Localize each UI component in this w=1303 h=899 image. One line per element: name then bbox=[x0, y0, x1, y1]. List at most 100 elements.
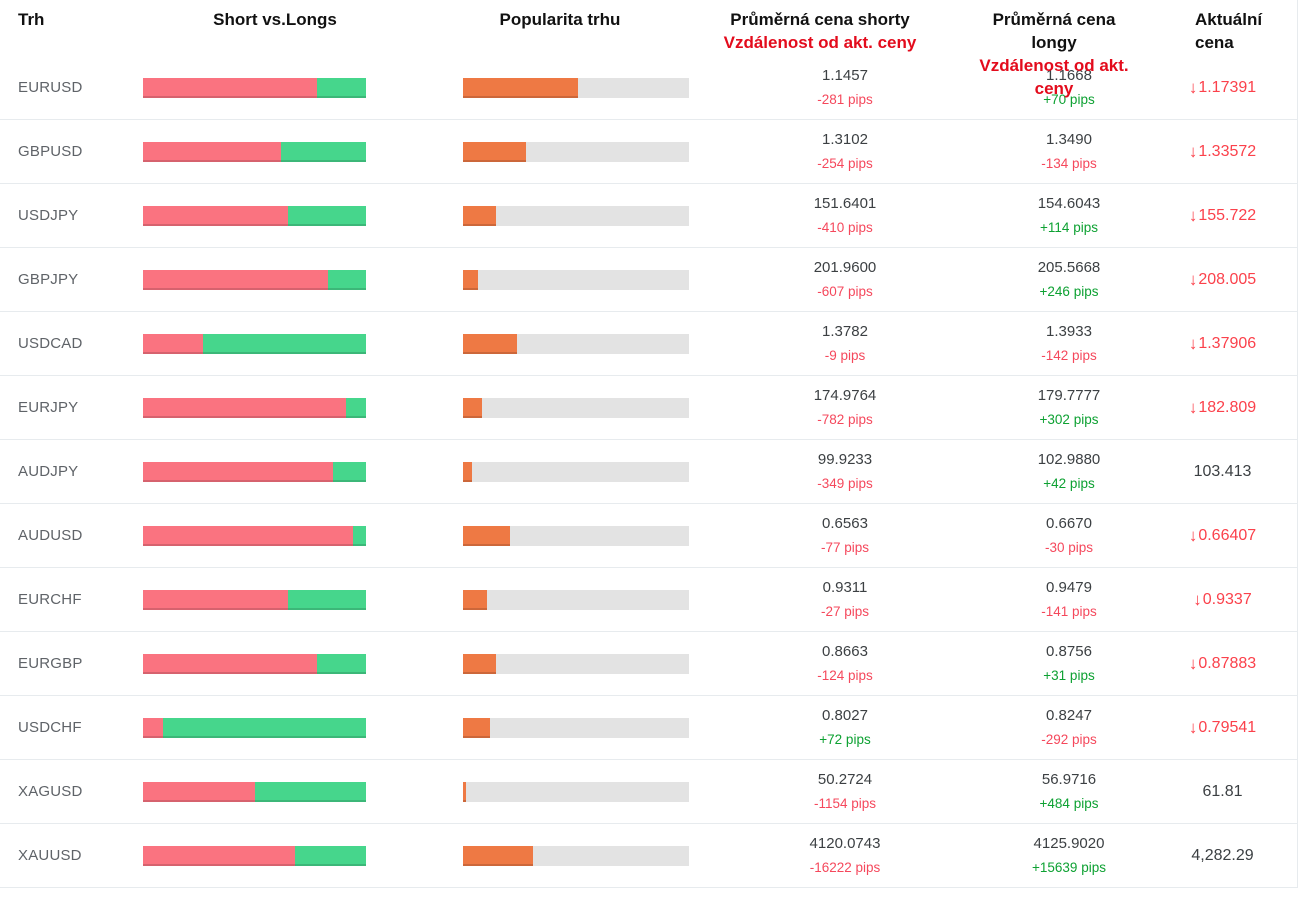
short-price-value: 0.8027 bbox=[822, 707, 868, 724]
short-price-value: 201.9600 bbox=[813, 259, 877, 276]
popularity-track bbox=[463, 717, 689, 738]
short-distance-pips: -281 pips bbox=[817, 92, 873, 107]
market-name: XAUUSD bbox=[18, 847, 82, 864]
short-distance-pips: -349 pips bbox=[817, 476, 873, 491]
down-arrow-icon: ↓ bbox=[1188, 205, 1198, 225]
avg-short-price-cell: 99.9233 -349 pips bbox=[700, 449, 990, 494]
short-price-value: 151.6401 bbox=[813, 195, 877, 212]
current-price-value: 0.79541 bbox=[1198, 718, 1257, 736]
short-distance-pips: -254 pips bbox=[817, 156, 873, 171]
short-distance-pips: -77 pips bbox=[820, 540, 870, 555]
long-distance-pips: +302 pips bbox=[1039, 412, 1099, 427]
short-vs-longs-cell bbox=[130, 653, 420, 674]
current-price-cell: ↓ 182.809 bbox=[1148, 398, 1297, 418]
current-price-value: 1.17391 bbox=[1198, 78, 1257, 96]
popularity-cell bbox=[420, 461, 700, 482]
longs-segment bbox=[281, 141, 366, 162]
long-distance-pips: +484 pips bbox=[1039, 796, 1099, 811]
shorts-segment bbox=[143, 589, 288, 610]
short-vs-longs-bar bbox=[143, 717, 366, 738]
down-arrow-icon: ↓ bbox=[1188, 333, 1198, 353]
short-vs-longs-bar bbox=[143, 653, 366, 674]
shorts-segment bbox=[143, 781, 255, 802]
popularity-cell bbox=[420, 269, 700, 290]
column-header-market: Trh bbox=[18, 10, 45, 29]
current-price-cell: ↓ 1.17391 bbox=[1148, 78, 1297, 98]
popularity-fill bbox=[463, 461, 473, 482]
short-vs-longs-cell bbox=[130, 77, 420, 98]
current-price-cell: ↓ 0.79541 bbox=[1148, 718, 1297, 738]
popularity-fill bbox=[463, 845, 534, 866]
popularity-track bbox=[463, 525, 689, 546]
popularity-track bbox=[463, 333, 689, 354]
popularity-track bbox=[463, 141, 689, 162]
avg-long-price-cell: 4125.9020 +15639 pips bbox=[990, 833, 1148, 878]
short-vs-longs-bar bbox=[143, 845, 366, 866]
market-name: AUDJPY bbox=[18, 463, 79, 480]
short-vs-longs-cell bbox=[130, 461, 420, 482]
current-price-value: 182.809 bbox=[1198, 398, 1257, 416]
popularity-cell bbox=[420, 717, 700, 738]
avg-short-price-cell: 0.9311 -27 pips bbox=[700, 577, 990, 622]
popularity-fill bbox=[463, 653, 496, 674]
short-vs-longs-cell bbox=[130, 205, 420, 226]
popularity-fill bbox=[463, 781, 466, 802]
table-row: USDCHF 0.8027 +72 pips 0.8247 -292 pips … bbox=[0, 696, 1297, 760]
avg-short-subtitle: Vzdálenost od akt. ceny bbox=[723, 33, 917, 52]
long-distance-pips: -134 pips bbox=[1041, 156, 1097, 171]
table-header: Trh Short vs.Longs Popularita trhu Průmě… bbox=[0, 0, 1297, 98]
avg-short-price-cell: 4120.0743 -16222 pips bbox=[700, 833, 990, 878]
popularity-fill bbox=[463, 525, 511, 546]
popularity-cell bbox=[420, 397, 700, 418]
table-row: GBPJPY 201.9600 -607 pips 205.5668 +246 … bbox=[0, 248, 1297, 312]
popularity-fill bbox=[463, 205, 496, 226]
popularity-track bbox=[463, 781, 689, 802]
current-price-value: 0.87883 bbox=[1198, 654, 1257, 672]
short-vs-longs-bar bbox=[143, 77, 366, 98]
short-price-value: 0.8663 bbox=[822, 643, 868, 660]
current-price-value: 0.66407 bbox=[1198, 526, 1257, 544]
current-price-cell: ↓ 1.37906 bbox=[1148, 334, 1297, 354]
avg-long-price-cell: 154.6043 +114 pips bbox=[990, 193, 1148, 238]
table-row: EURJPY 174.9764 -782 pips 179.7777 +302 … bbox=[0, 376, 1297, 440]
long-price-value: 4125.9020 bbox=[1033, 835, 1105, 852]
shorts-segment bbox=[143, 845, 295, 866]
shorts-segment bbox=[143, 717, 164, 738]
market-name: GBPJPY bbox=[18, 271, 79, 288]
popularity-track bbox=[463, 589, 689, 610]
table-row: USDCAD 1.3782 -9 pips 1.3933 -142 pips ↓… bbox=[0, 312, 1297, 376]
avg-long-title: Průměrná cena longy bbox=[992, 10, 1116, 52]
short-distance-pips: +72 pips bbox=[819, 732, 871, 747]
popularity-cell bbox=[420, 653, 700, 674]
popularity-cell bbox=[420, 589, 700, 610]
popularity-track bbox=[463, 845, 689, 866]
market-name: EURJPY bbox=[18, 399, 79, 416]
longs-segment bbox=[163, 717, 366, 738]
long-price-value: 205.5668 bbox=[1037, 259, 1101, 276]
shorts-segment bbox=[143, 269, 329, 290]
popularity-fill bbox=[463, 269, 478, 290]
popularity-cell bbox=[420, 845, 700, 866]
longs-segment bbox=[328, 269, 366, 290]
short-price-value: 0.6563 bbox=[822, 515, 868, 532]
long-distance-pips: +42 pips bbox=[1043, 476, 1095, 491]
table-row: AUDUSD 0.6563 -77 pips 0.6670 -30 pips ↓… bbox=[0, 504, 1297, 568]
popularity-cell bbox=[420, 333, 700, 354]
table-row: GBPUSD 1.3102 -254 pips 1.3490 -134 pips… bbox=[0, 120, 1297, 184]
long-price-value: 1.1668 bbox=[1046, 67, 1092, 84]
avg-long-price-cell: 56.9716 +484 pips bbox=[990, 769, 1148, 814]
short-vs-longs-cell bbox=[130, 269, 420, 290]
avg-long-price-cell: 1.1668 +70 pips bbox=[990, 65, 1148, 110]
market-name: GBPUSD bbox=[18, 143, 83, 160]
current-price-title-line2: cena bbox=[1195, 33, 1234, 52]
short-vs-longs-bar bbox=[143, 205, 366, 226]
short-price-value: 50.2724 bbox=[817, 771, 873, 788]
popularity-fill bbox=[463, 397, 483, 418]
long-price-value: 102.9880 bbox=[1037, 451, 1101, 468]
down-arrow-icon: ↓ bbox=[1188, 525, 1198, 545]
current-price-cell: ↓ 0.66407 bbox=[1148, 526, 1297, 546]
current-price-cell: 61.81 bbox=[1148, 783, 1297, 801]
short-vs-longs-bar bbox=[143, 525, 366, 546]
short-distance-pips: -16222 pips bbox=[809, 860, 881, 875]
